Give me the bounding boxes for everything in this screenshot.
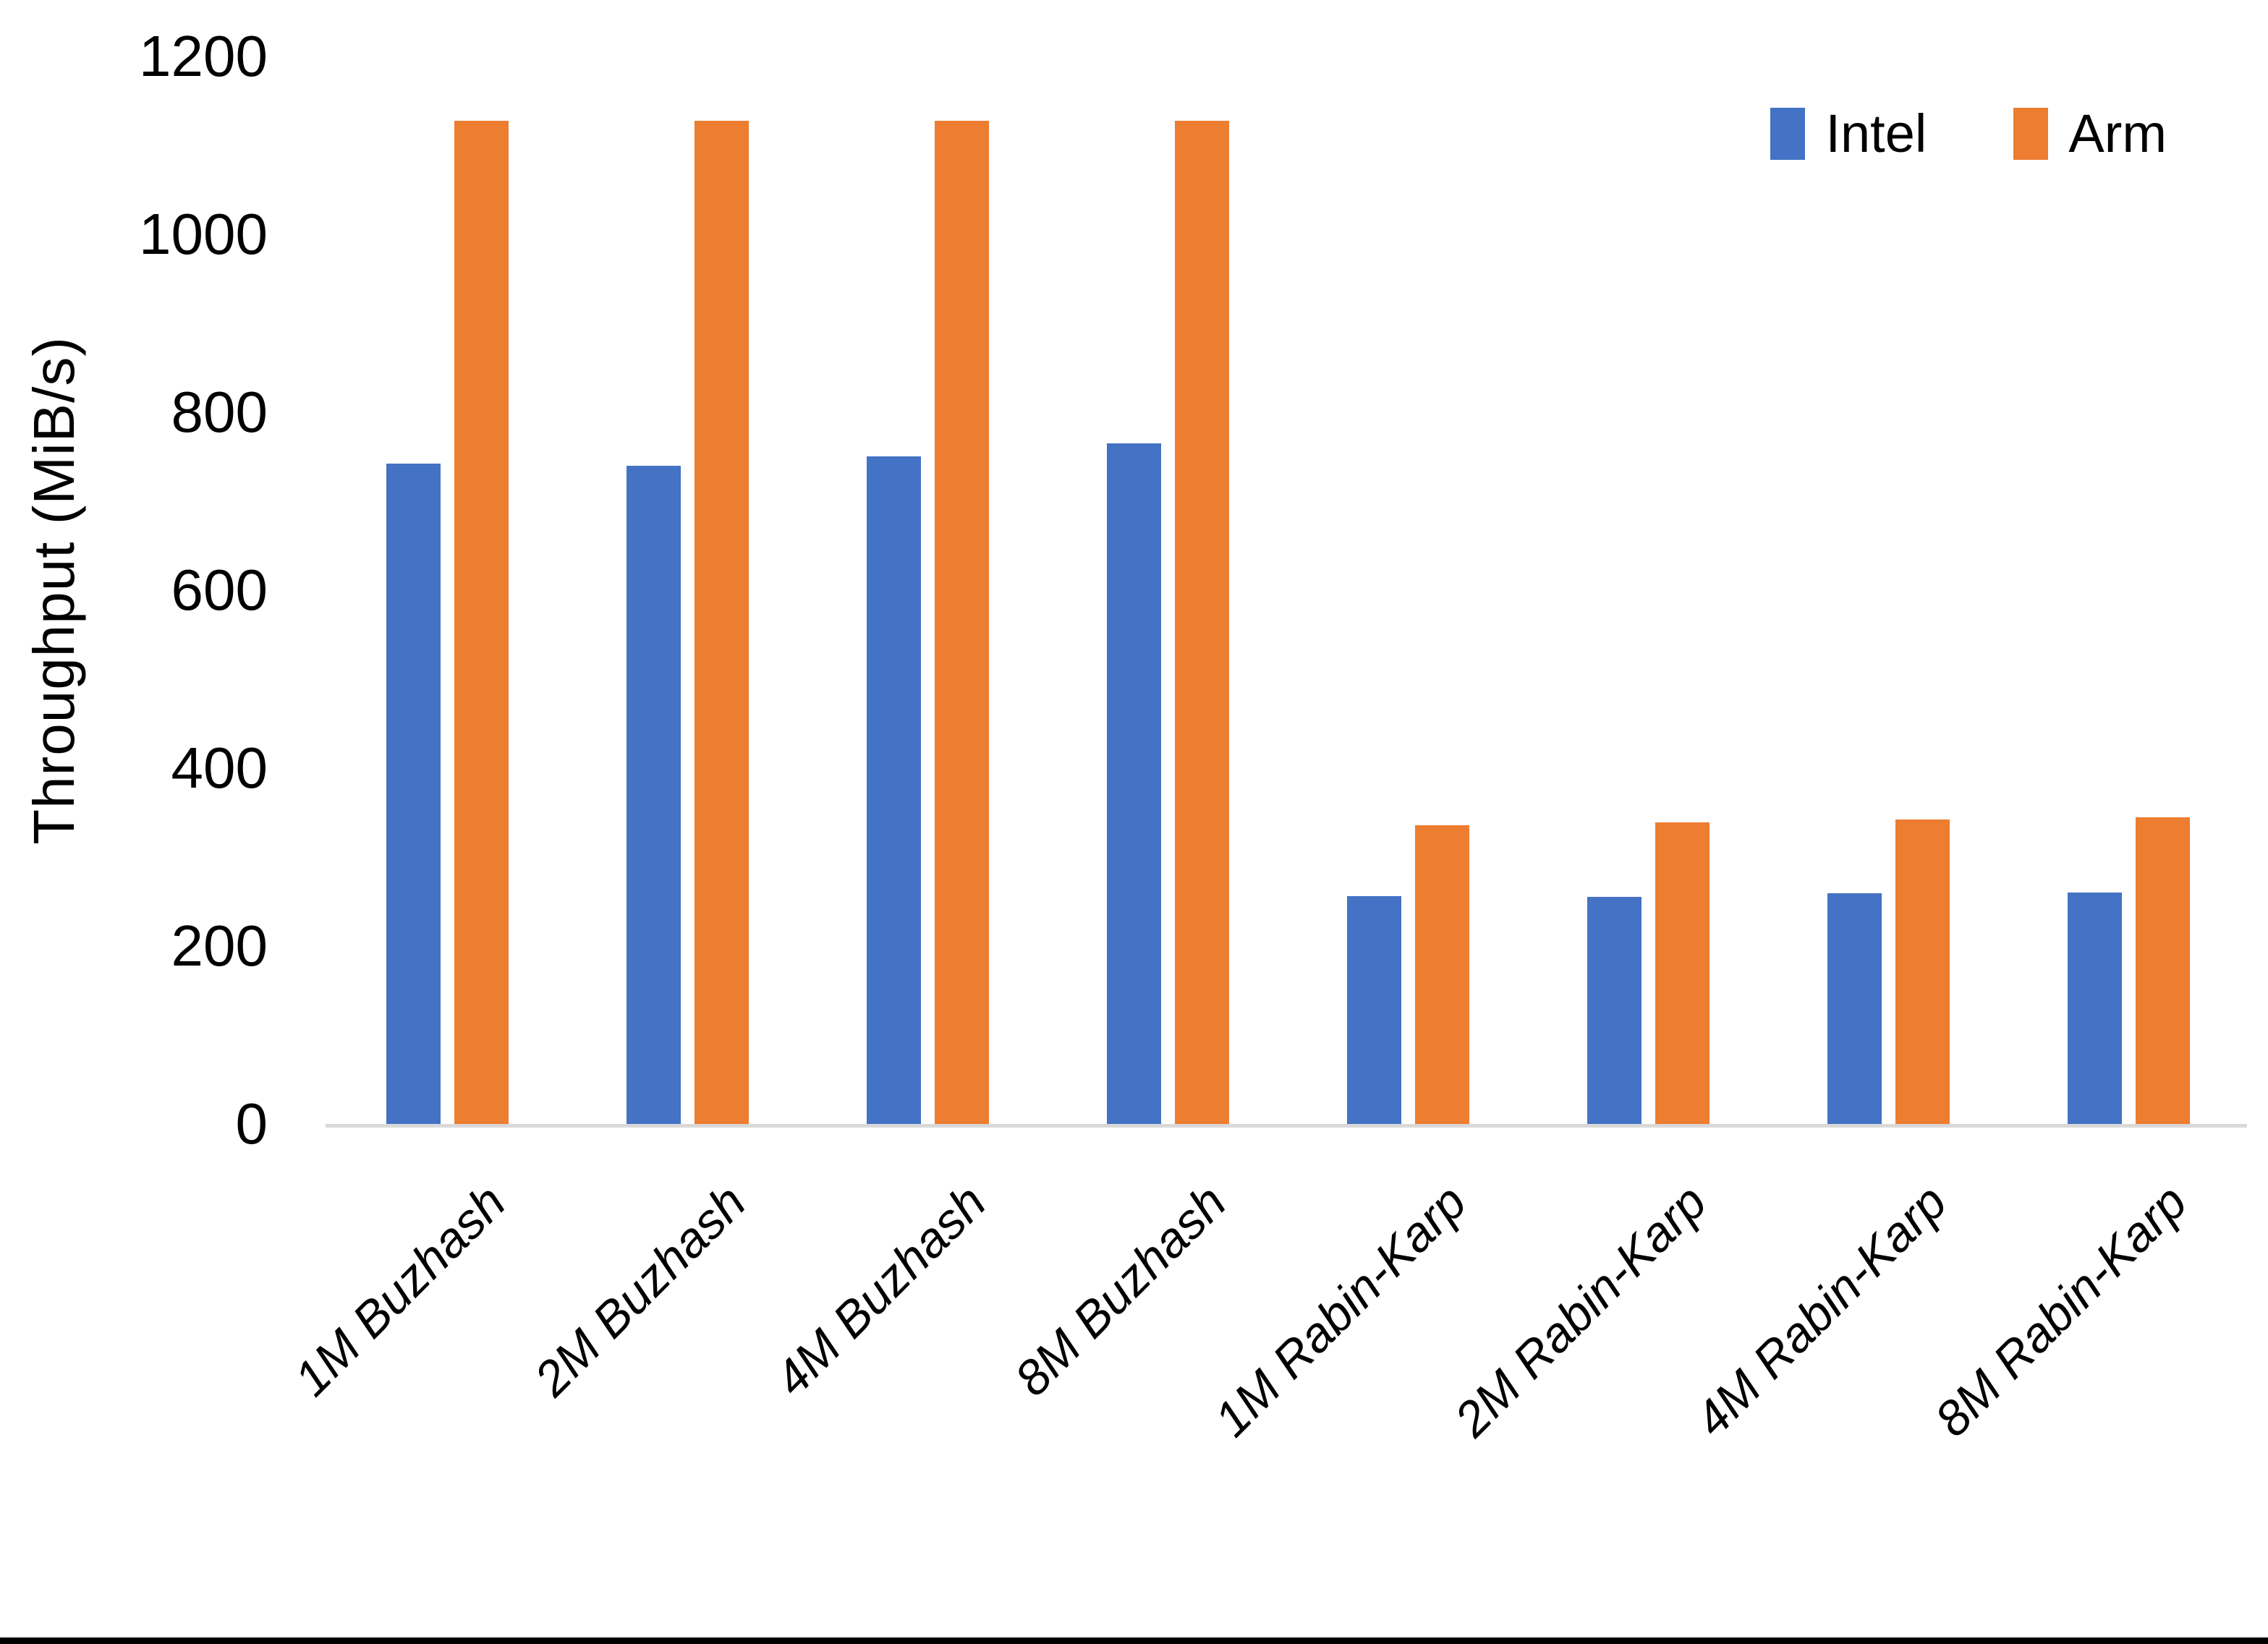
bar-intel-0 xyxy=(386,464,441,1124)
bar-arm-6 xyxy=(1895,819,1950,1124)
y-tick-label-600: 600 xyxy=(171,558,268,622)
bar-intel-7 xyxy=(2068,893,2122,1124)
bar-intel-1 xyxy=(627,466,681,1124)
bar-intel-3 xyxy=(1107,443,1161,1124)
legend-swatch-intel xyxy=(1770,108,1806,160)
bar-arm-3 xyxy=(1175,121,1229,1124)
bar-arm-4 xyxy=(1415,825,1469,1124)
bar-arm-0 xyxy=(454,121,509,1124)
bar-arm-5 xyxy=(1655,822,1710,1124)
legend-swatch-arm xyxy=(2013,108,2049,160)
y-tick-label-800: 800 xyxy=(171,380,268,444)
bar-intel-6 xyxy=(1827,893,1882,1124)
y-tick-label-400: 400 xyxy=(171,736,268,800)
legend-label-arm: Arm xyxy=(2068,103,2167,163)
legend-label-intel: Intel xyxy=(1825,103,1927,163)
y-tick-label-0: 0 xyxy=(235,1091,268,1156)
y-tick-label-1200: 1200 xyxy=(139,24,268,88)
bottom-border xyxy=(0,1637,2268,1644)
bar-intel-5 xyxy=(1587,897,1641,1124)
x-axis-line xyxy=(326,1124,2247,1128)
legend-item-intel: Intel xyxy=(1770,107,1927,161)
legend-item-arm: Arm xyxy=(2013,107,2167,161)
bar-arm-2 xyxy=(935,121,989,1124)
y-tick-label-200: 200 xyxy=(171,913,268,978)
legend: Intel Arm xyxy=(1770,107,2167,161)
bar-intel-4 xyxy=(1347,896,1401,1124)
bar-intel-2 xyxy=(867,456,921,1124)
y-tick-label-1000: 1000 xyxy=(139,202,268,266)
bar-arm-7 xyxy=(2136,817,2190,1124)
bar-arm-1 xyxy=(695,121,749,1124)
